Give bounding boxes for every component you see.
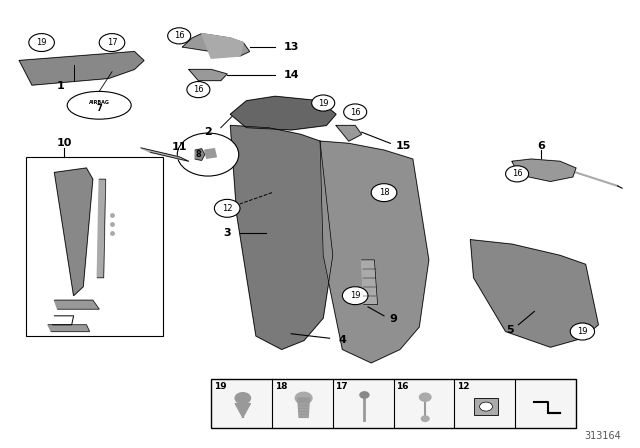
Ellipse shape [67,91,131,119]
Text: 1: 1 [57,82,65,91]
Text: 14: 14 [284,70,299,80]
Text: 17: 17 [107,38,117,47]
Text: 6: 6 [537,141,545,151]
Bar [26,157,163,336]
Text: 13: 13 [284,42,299,52]
Text: 16: 16 [396,382,409,391]
Text: 16: 16 [174,31,184,40]
Text: 313164: 313164 [584,431,621,441]
Text: 18: 18 [379,188,389,197]
Circle shape [312,95,335,111]
Text: 18: 18 [275,382,287,391]
Circle shape [419,393,431,401]
Polygon shape [205,149,216,158]
Text: 16: 16 [193,85,204,94]
Circle shape [506,166,529,182]
Text: 4: 4 [339,336,346,345]
Polygon shape [336,125,362,141]
Circle shape [570,323,595,340]
Polygon shape [182,34,250,56]
Text: 12: 12 [457,382,470,391]
Text: AIRBAG: AIRBAG [89,99,109,105]
Polygon shape [235,404,250,418]
Text: 12: 12 [222,204,232,213]
Polygon shape [19,52,144,85]
Polygon shape [362,260,378,305]
Text: 19: 19 [350,291,360,300]
Text: 19: 19 [36,38,47,47]
Circle shape [342,287,368,305]
Text: 11: 11 [172,142,187,152]
Polygon shape [202,34,243,58]
Text: 17: 17 [335,382,348,391]
Text: 10: 10 [56,138,72,148]
Text: 15: 15 [396,142,411,151]
Text: 19: 19 [577,327,588,336]
Polygon shape [54,300,99,309]
Circle shape [479,402,492,411]
Polygon shape [230,125,333,349]
Text: 5: 5 [506,325,514,335]
Circle shape [235,393,250,404]
Circle shape [187,82,210,98]
Text: 16: 16 [350,108,360,116]
Circle shape [371,184,397,202]
Polygon shape [189,69,227,81]
Polygon shape [320,141,429,363]
Polygon shape [470,240,598,347]
Polygon shape [48,325,90,332]
Polygon shape [195,149,205,160]
Text: 9: 9 [390,314,397,324]
Text: 19: 19 [318,99,328,108]
Circle shape [421,416,429,422]
Circle shape [360,392,369,398]
Polygon shape [512,159,576,181]
Circle shape [214,199,240,217]
Text: 19: 19 [214,382,227,391]
Circle shape [99,34,125,52]
Circle shape [295,392,312,404]
Bar [211,379,576,428]
Circle shape [344,104,367,120]
Circle shape [168,28,191,44]
Polygon shape [97,179,106,278]
Text: 16: 16 [512,169,522,178]
Text: 7: 7 [97,104,102,113]
Circle shape [177,133,239,176]
Bar [474,398,497,415]
Text: 2: 2 [204,127,212,137]
Polygon shape [230,96,336,130]
Text: 3: 3 [223,228,231,238]
Polygon shape [298,398,309,418]
Text: 8: 8 [196,150,201,159]
Polygon shape [141,148,189,161]
Polygon shape [54,168,93,296]
Circle shape [29,34,54,52]
